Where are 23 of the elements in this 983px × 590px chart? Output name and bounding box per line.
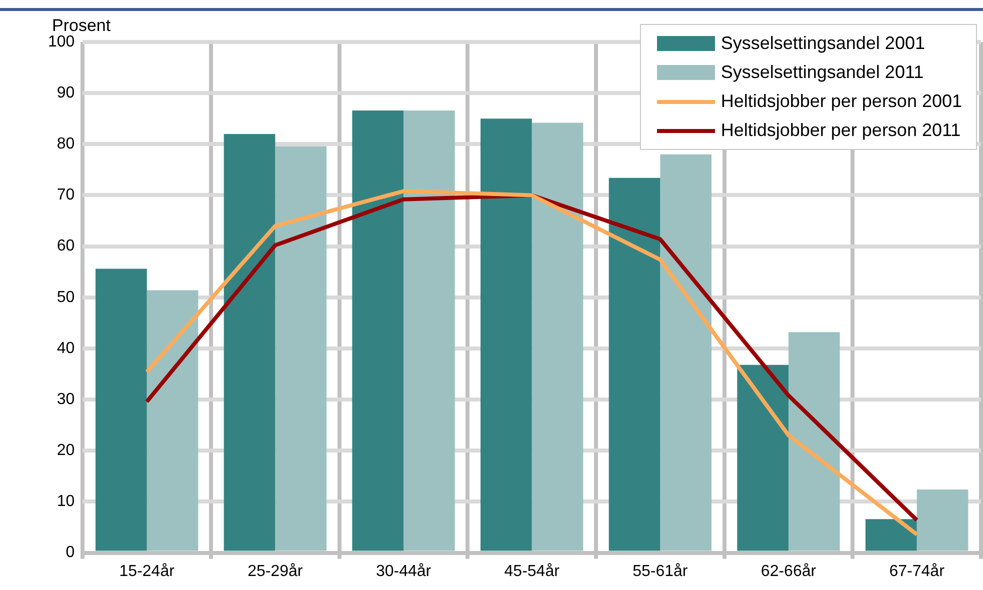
x-tick-label: 62-66år — [760, 562, 817, 580]
x-tick-label: 30-44år — [376, 562, 432, 580]
legend-label: Sysselsettingsandel 2011 — [720, 62, 924, 83]
y-tick-label: 30 — [56, 390, 75, 408]
x-tick-label: 15-24år — [119, 562, 176, 580]
y-tick-label: 40 — [56, 340, 75, 357]
y-tick-label: 60 — [56, 238, 75, 255]
y-tick-label: 70 — [56, 186, 75, 204]
y-tick-label: 0 — [66, 544, 75, 562]
x-tick-label: 25-29år — [248, 562, 304, 580]
y-tick-label: 20 — [56, 442, 75, 460]
y-tick-label: 90 — [56, 84, 75, 102]
legend-label: Heltidsjobber per person 2011 — [720, 120, 961, 141]
y-tick-label: 80 — [56, 136, 75, 153]
x-tick-label: 55-61år — [632, 562, 688, 580]
x-tick-label: 45-54år — [504, 562, 560, 580]
y-tick-label: 100 — [48, 33, 75, 50]
x-tick-label: 67-74år — [889, 562, 946, 580]
y-axis-title: Prosent — [52, 16, 111, 35]
legend-label: Sysselsettingsandel 2001 — [720, 33, 925, 54]
y-tick-label: 10 — [56, 493, 75, 510]
y-tick-label: 50 — [56, 288, 75, 306]
legend-label: Heltidsjobber per person 2001 — [720, 91, 962, 112]
